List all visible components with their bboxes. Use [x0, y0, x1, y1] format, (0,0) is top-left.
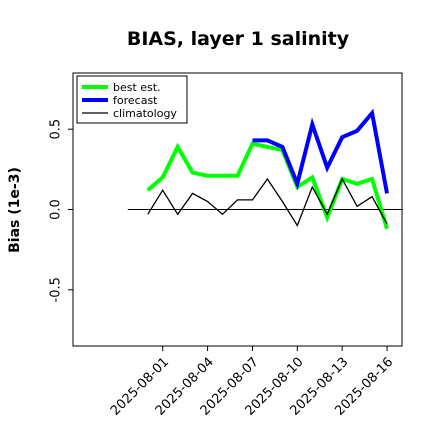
plot-area: [127, 108, 404, 230]
series-line-2: [147, 177, 388, 228]
legend-label: forecast: [113, 94, 158, 107]
legend-label: climatology: [113, 107, 177, 120]
legend-label: best est.: [113, 81, 161, 94]
y-axis-label: Bias (1e-3): [7, 167, 23, 253]
y-tick-label: -0.5: [49, 277, 64, 302]
chart-title: BIAS, layer 1 salinity: [127, 28, 350, 50]
y-tick-label: 0.5: [49, 119, 64, 140]
y-tick-label: 0.0: [49, 199, 64, 220]
series-line-0: [146, 141, 389, 230]
series-line-1: [252, 108, 389, 194]
